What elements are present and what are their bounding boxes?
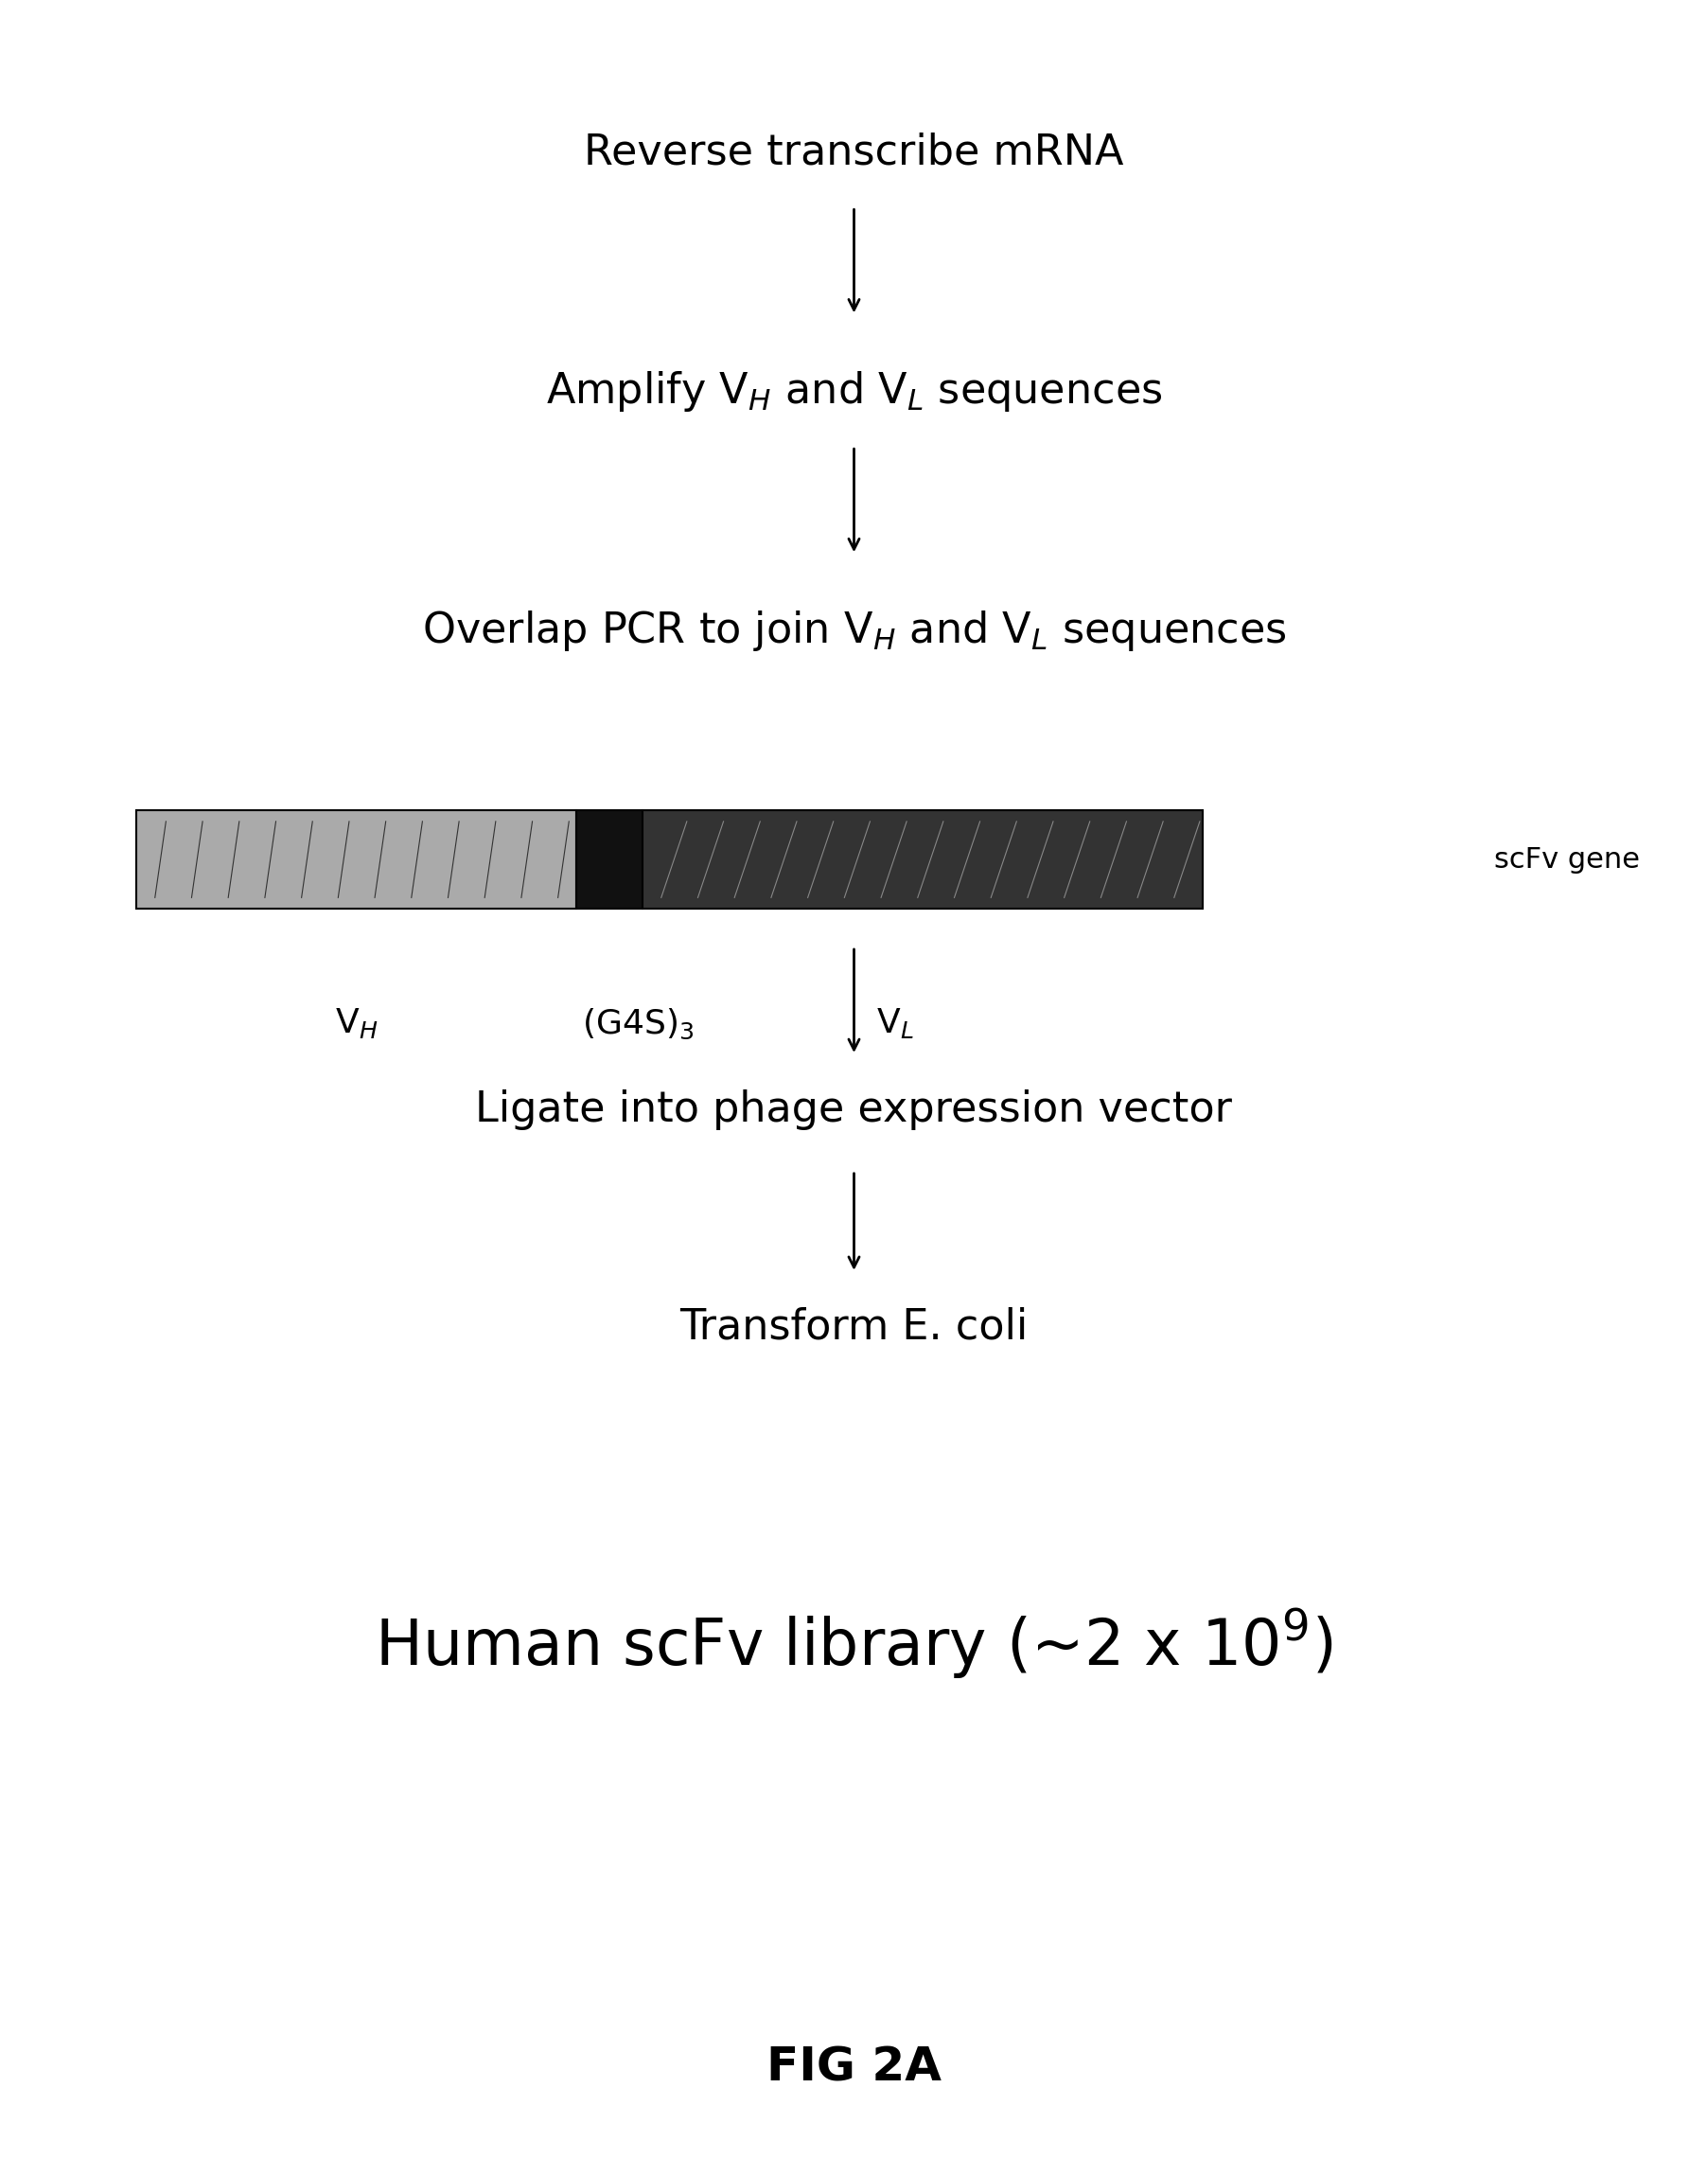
- Bar: [576, 809, 642, 910]
- Bar: [642, 809, 1202, 910]
- Text: Overlap PCR to join V$_H$ and V$_L$ sequences: Overlap PCR to join V$_H$ and V$_L$ sequ…: [422, 609, 1286, 653]
- Text: Reverse transcribe mRNA: Reverse transcribe mRNA: [584, 133, 1124, 172]
- Text: V$_H$: V$_H$: [335, 1005, 377, 1040]
- Text: Human scFv library (~2 x 10$^9$): Human scFv library (~2 x 10$^9$): [376, 1606, 1332, 1680]
- Text: scFv gene: scFv gene: [1494, 846, 1640, 873]
- Text: V$_L$: V$_L$: [876, 1005, 914, 1040]
- Text: Transform E. coli: Transform E. coli: [680, 1308, 1028, 1347]
- Text: Amplify V$_H$ and V$_L$ sequences: Amplify V$_H$ and V$_L$ sequences: [547, 370, 1161, 413]
- Text: (G4S)$_3$: (G4S)$_3$: [581, 1005, 693, 1040]
- Text: Ligate into phage expression vector: Ligate into phage expression vector: [475, 1090, 1233, 1129]
- Bar: [137, 809, 576, 910]
- Text: FIG 2A: FIG 2A: [767, 2045, 941, 2089]
